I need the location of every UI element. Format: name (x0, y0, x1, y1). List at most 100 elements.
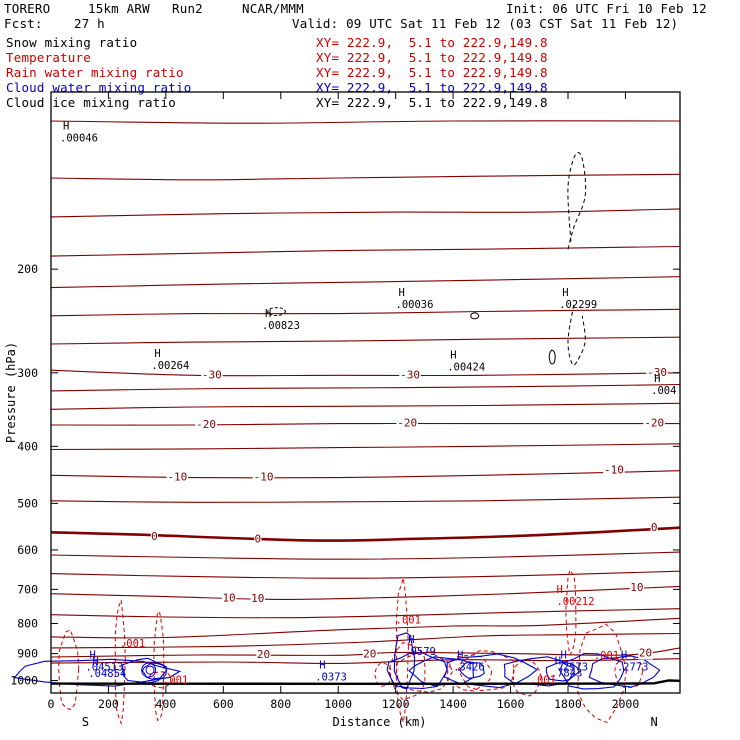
temperature-label-6: -10 (167, 471, 187, 484)
cloud-water-contour-4 (386, 652, 448, 690)
y-axis-label: Pressure (hPa) (4, 342, 18, 443)
ice-contour-small-a (267, 307, 287, 316)
x-tick-label-10: 2000 (612, 697, 640, 711)
cloud-water-max-label-7: .2773 (617, 662, 649, 674)
ice-max-marker-5: H (562, 287, 568, 299)
ice-max-marker-0: H (63, 121, 69, 133)
temperature-label-0: -30 (202, 368, 222, 381)
temperature-label-11-bg (650, 523, 658, 535)
rain-contour-9 (512, 658, 542, 697)
legend-xy-rain: XY= 222.9, 5.1 to 222.9,149.8 (316, 65, 548, 80)
ice-max-marker-2: H (399, 287, 405, 299)
temperature-label-8: -10 (604, 464, 624, 477)
isotherm-5-16 (50, 570, 681, 579)
temperature-label-0-bg (201, 370, 223, 382)
ice-max-marker-1: H (265, 308, 271, 320)
rain-contour-12 (614, 655, 644, 688)
x-tick-label-9: 1800 (554, 697, 582, 711)
temperature-label-2-bg (646, 367, 668, 379)
run-label: Run2 (172, 1, 203, 16)
ice-max-label-1: .00823 (262, 320, 300, 332)
temperature-label-3: -20 (196, 418, 216, 431)
ice-contour-small-c (548, 349, 556, 365)
temperature-label-11: 0 (651, 521, 658, 534)
isotherm-20-21 (50, 647, 681, 658)
init-time: Init: 06 UTC Fri 10 Feb 12 (506, 1, 707, 16)
y-tick-label-4: 600 (17, 543, 38, 557)
temperature-label-12-bg (221, 593, 237, 605)
isotherm-m35-5 (50, 308, 681, 317)
cloud-water-contour-11 (545, 662, 575, 682)
temperature-label-15-bg (256, 650, 271, 662)
cloud-water-max-label-1: .04854 (88, 668, 126, 680)
rain-contour-6 (396, 651, 454, 693)
x-tick-label-2: 400 (155, 697, 176, 711)
temperature-label-3-bg (195, 420, 217, 432)
ice-contour-mid (567, 304, 586, 366)
cloud-water-contour-2 (141, 662, 167, 680)
ice-max-label-4: .00424 (447, 362, 485, 374)
cloud-water-max-marker-4: H (457, 650, 463, 662)
y-tick-label-6: 800 (17, 616, 38, 630)
isotherm-m20-10 (50, 422, 680, 426)
temperature-label-6-bg (166, 472, 189, 484)
cloud-water-max-marker-5: H (560, 650, 566, 662)
ice-max-label-3: .00264 (151, 360, 189, 372)
chart-header: TORERO 15km ARW Run2 NCAR/MMM Init: 06 U… (0, 0, 740, 110)
legend-xy-cloud-ice: XY= 222.9, 5.1 to 222.9,149.8 (316, 95, 548, 110)
cloud-water-contour-3 (393, 632, 416, 690)
contour-labels: -30 -30 -30 -20 -20 -20 -10 -10 -10 0 0 0 10 10 10 20 20… (60, 121, 676, 687)
y-tick-label-8: 1000 (10, 674, 38, 688)
ice-contour-top (567, 152, 587, 250)
ice-max-label-0: .00046 (60, 133, 98, 145)
x-tick-label-8: 1600 (497, 697, 525, 711)
rain-contour-5 (388, 642, 426, 701)
isotherm-m50-0 (50, 120, 681, 124)
cloud-water-max-marker-3: H (408, 634, 414, 646)
temperature-label-13-bg (250, 594, 265, 606)
ice-max-label-6: .004 (651, 385, 676, 397)
legend-label-cloud-water: Cloud water mixing ratio (6, 80, 192, 95)
legend-label-rain: Rain water mixing ratio (6, 65, 184, 80)
temperature-label-4: -20 (397, 417, 417, 430)
temperature-label-4-bg (396, 418, 418, 430)
plot-border (50, 91, 681, 694)
cloud-water-contour-1 (122, 657, 168, 684)
isotherm-m15-11 (50, 443, 681, 451)
fcst-label: Fcst: (4, 16, 43, 31)
cloud-water-max-marker-2: H (319, 660, 325, 672)
cloud-water-max-marker-7: H (621, 650, 627, 662)
isotherm-m10-12 (50, 470, 681, 479)
temperature-isotherms (50, 120, 681, 664)
y-tick-label-1: 300 (17, 366, 38, 380)
cloud-water-ring-1 (145, 665, 155, 675)
cloud-water-max-label-0: .04513 (85, 662, 123, 674)
temperature-label-9-bg (150, 531, 158, 543)
cloud-water-ring-0 (141, 662, 157, 678)
isotherm-10-18 (50, 608, 681, 619)
fcst-value: 27 h (74, 16, 105, 31)
ice-max-label-5: .02299 (559, 299, 597, 311)
ice-max-marker-3: H (154, 348, 160, 360)
temperature-label-14-bg (629, 582, 645, 594)
temperature-label-9: 0 (151, 530, 158, 543)
right-endpoint-label: N (651, 715, 658, 729)
x-axis-label: Distance (km) (333, 715, 427, 729)
isotherm-15-19 (50, 617, 681, 639)
cloud-water-max-label-3: .9579 (404, 646, 436, 658)
temperature-label-8-bg (603, 465, 625, 477)
temperature-label-16: 20 (363, 648, 376, 661)
temperature-label-7: -10 (254, 471, 274, 484)
temperature-label-17-bg (638, 648, 653, 660)
x-tick-label-3: 600 (213, 697, 234, 711)
temperature-label-15: 20 (257, 648, 270, 661)
temperature-label-12: 10 (222, 592, 235, 605)
legend-xy-snow: XY= 222.9, 5.1 to 222.9,149.8 (316, 35, 548, 50)
isotherm-m40-4 (50, 276, 681, 289)
isotherm-m25-9 (50, 402, 681, 410)
rain-contour-10 (565, 568, 577, 657)
y-tick-label-7: 900 (17, 647, 38, 661)
valid-time: Valid: 09 UTC Sat 11 Feb 12 (03 CST Sat … (292, 16, 679, 31)
x-tick-label-1: 200 (98, 697, 119, 711)
